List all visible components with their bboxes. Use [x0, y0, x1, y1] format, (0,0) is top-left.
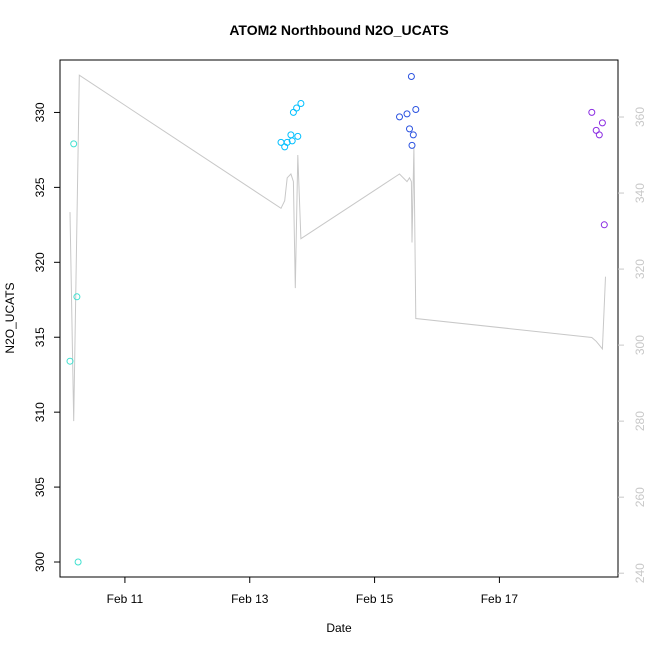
x-axis-label: Date — [326, 621, 352, 635]
x-axis: Feb 11 Feb 13 Feb 15 Feb 17 — [107, 577, 519, 606]
data-point — [408, 141, 416, 149]
data-point — [73, 293, 81, 301]
plot-frame — [59, 59, 619, 578]
data-point — [283, 138, 291, 146]
data-point — [412, 106, 420, 113]
y-right-tick-label: 280 — [633, 411, 647, 431]
x-tick-label: Feb 11 — [107, 592, 144, 606]
data-point — [403, 110, 411, 118]
y-tick-label: 330 — [33, 102, 47, 122]
data-point — [396, 113, 403, 121]
data-point — [287, 131, 295, 139]
x-tick-label: Feb 15 — [356, 592, 394, 606]
y-axis-right: 240 260 280 300 320 340 360 — [618, 107, 647, 583]
y-tick-label: 305 — [33, 477, 47, 497]
scatter-points — [66, 73, 608, 566]
y-right-tick-label: 360 — [633, 107, 647, 127]
y-right-tick-label: 240 — [633, 563, 647, 583]
series-line — [69, 74, 606, 422]
data-point — [409, 131, 417, 139]
data-point — [297, 100, 305, 107]
x-tick-label: Feb 17 — [481, 592, 519, 606]
x-tick-label: Feb 13 — [231, 592, 269, 606]
data-point — [598, 119, 606, 127]
right-axis-series-line — [69, 74, 606, 422]
y-tick-label: 310 — [33, 402, 47, 422]
data-point — [407, 73, 415, 80]
y-right-tick-label: 300 — [633, 335, 647, 355]
data-point — [294, 132, 302, 140]
y-right-tick-label: 320 — [633, 259, 647, 279]
y-tick-label: 315 — [33, 327, 47, 347]
y-axis-label: N2O_UCATS — [3, 282, 17, 353]
y-tick-label: 320 — [33, 252, 47, 272]
data-point — [588, 108, 596, 116]
data-point — [288, 137, 296, 145]
y-right-tick-label: 260 — [633, 487, 647, 507]
data-point — [406, 125, 413, 133]
y-tick-label: 325 — [33, 177, 47, 197]
y-tick-label: 300 — [33, 552, 47, 572]
y-axis-left: 300 305 310 315 320 325 330 — [33, 102, 60, 572]
y-right-tick-label: 340 — [633, 183, 647, 203]
chart-title: ATOM2 Northbound N2O_UCATS — [229, 22, 448, 38]
data-point — [74, 558, 82, 566]
data-point — [293, 104, 301, 112]
data-point — [600, 221, 608, 229]
data-point — [70, 140, 78, 148]
data-point — [66, 357, 74, 365]
data-point — [595, 131, 603, 139]
